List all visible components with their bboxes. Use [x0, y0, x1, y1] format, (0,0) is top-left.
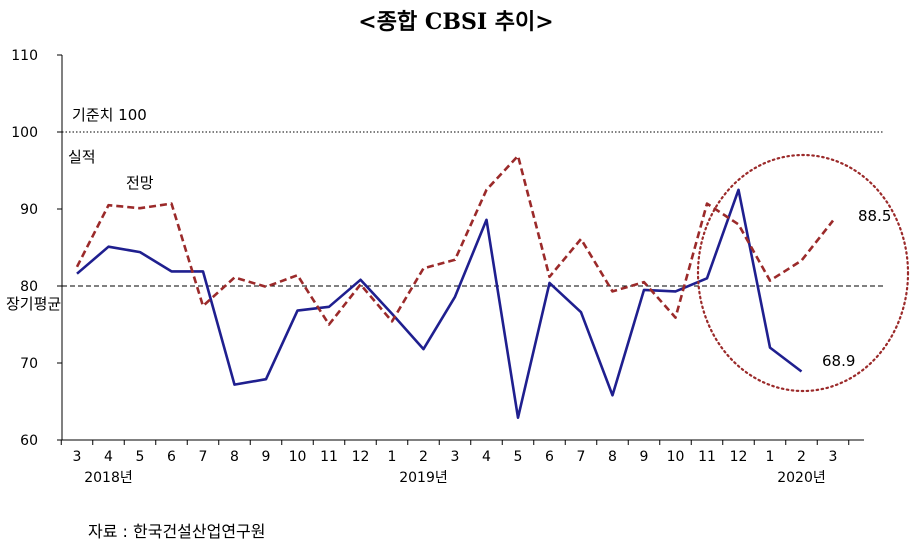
x-tick-label: 5: [136, 449, 145, 465]
value-label: 68.9: [822, 352, 855, 370]
y-tick-label: 110: [11, 48, 38, 64]
x-tick-label: 12: [352, 449, 370, 465]
year-label: 2020년: [777, 470, 826, 486]
x-tick-label: 5: [514, 449, 523, 465]
x-tick-label: 8: [230, 449, 239, 465]
series-lines: [75, 154, 835, 420]
x-tick-label: 1: [388, 449, 397, 465]
x-tick-label: 6: [545, 449, 554, 465]
reference-label: 기준치 100: [72, 106, 147, 124]
highlight-circle: [696, 153, 910, 393]
x-tick-label: 7: [199, 449, 208, 465]
x-tick-label: 10: [289, 449, 307, 465]
x-tick-label: 4: [104, 449, 113, 465]
x-tick-label: 2: [797, 449, 806, 465]
series-line-forecast: [75, 154, 835, 326]
x-tick-label: 3: [829, 449, 838, 465]
x-tick-label: 11: [698, 449, 716, 465]
x-tick-label: 9: [640, 449, 649, 465]
x-tick-label: 4: [482, 449, 491, 465]
x-tick-label: 6: [167, 449, 176, 465]
y-tick-label: 100: [11, 125, 38, 141]
series-label-forecast: 전망: [126, 174, 154, 192]
x-tick-label: 12: [730, 449, 748, 465]
year-label: 2019년: [399, 470, 448, 486]
y-tick-label: 80: [20, 279, 38, 295]
x-tick-label: 3: [73, 449, 82, 465]
reference-lines: 기준치 100 장기평균: [6, 106, 884, 313]
x-tick-label: 3: [451, 449, 460, 465]
reference-label: 장기평균: [6, 295, 61, 313]
value-label: 88.5: [858, 207, 891, 225]
year-label: 2018년: [84, 470, 133, 486]
x-tick-label: 10: [667, 449, 685, 465]
y-tick-label: 70: [20, 356, 38, 372]
source-note: 자료 : 한국건설산업연구원: [88, 522, 266, 541]
y-tick-label: 60: [20, 433, 38, 449]
x-tick-label: 2: [419, 449, 428, 465]
chart-title: <종합 CBSI 추이>: [358, 9, 554, 35]
x-tick-label: 11: [320, 449, 338, 465]
x-tick-label: 1: [766, 449, 775, 465]
x-tick-label: 7: [577, 449, 586, 465]
x-tick-label: 9: [262, 449, 271, 465]
x-tick-label: 8: [608, 449, 617, 465]
y-tick-label: 90: [20, 202, 38, 218]
series-line-actual: [76, 188, 803, 420]
series-label-actual: 실적: [68, 148, 96, 166]
